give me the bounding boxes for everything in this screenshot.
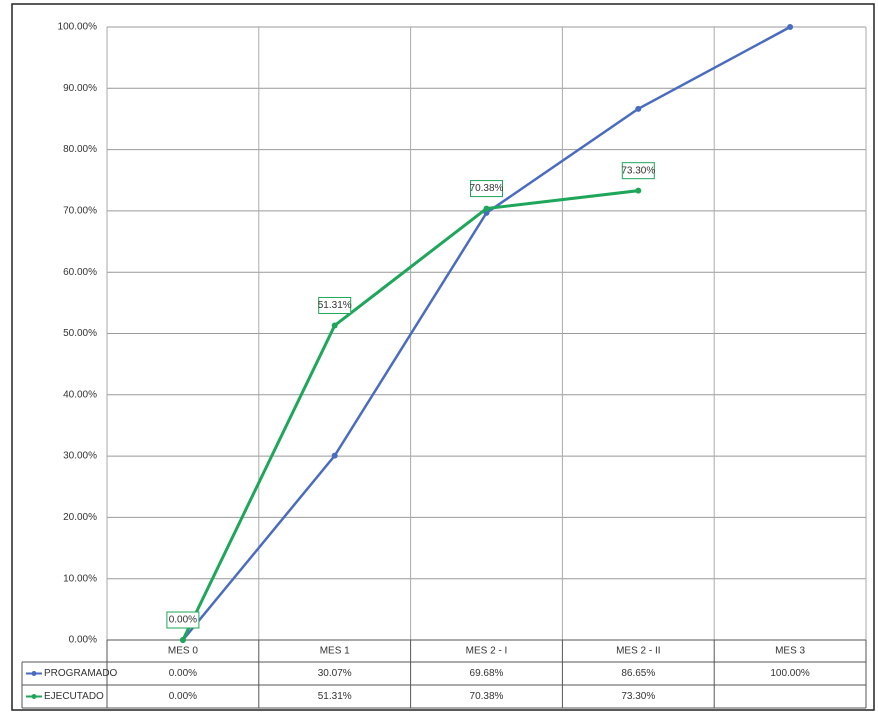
- y-tick-label: 10.00%: [63, 573, 97, 584]
- y-tick-label: 80.00%: [63, 144, 97, 155]
- y-tick-label: 50.00%: [63, 328, 97, 339]
- data-label: 70.38%: [470, 183, 504, 194]
- series-line: [181, 189, 639, 641]
- y-tick-label: 20.00%: [63, 512, 97, 523]
- table-value: 86.65%: [621, 668, 655, 679]
- point: [179, 637, 186, 643]
- data-label-box: [166, 611, 200, 629]
- point: [787, 24, 794, 30]
- legend-marker: [31, 671, 37, 676]
- y-tick-label: 60.00%: [63, 267, 97, 278]
- point: [331, 322, 338, 329]
- legend-marker: [31, 694, 37, 699]
- y-tick-label: 90.00%: [63, 83, 97, 94]
- chart-frame: [11, 3, 875, 711]
- point: [635, 187, 642, 194]
- data-label-box: [621, 162, 655, 180]
- table-value: 70.38%: [470, 691, 504, 702]
- x-tick-label: MES 2 - II: [616, 646, 660, 657]
- data-label-box: [318, 296, 352, 314]
- y-tick-label: 0.00%: [69, 635, 97, 646]
- data-label: 51.31%: [318, 300, 352, 311]
- x-tick-label: MES 3: [775, 646, 805, 657]
- y-tick-label: 40.00%: [63, 389, 97, 400]
- table-value: 51.31%: [318, 691, 352, 702]
- x-tick-label: MES 2 - I: [466, 646, 508, 657]
- table-value: 100.00%: [770, 668, 810, 679]
- legend-label: PROGRAMADO: [44, 668, 118, 679]
- point: [635, 105, 642, 112]
- data-label-box: [470, 180, 503, 198]
- table-value: 73.30%: [621, 691, 655, 702]
- x-tick-label: MES 1: [320, 646, 350, 657]
- point: [483, 205, 490, 212]
- legend-label: EJECUTADO: [44, 691, 104, 702]
- point: [331, 452, 338, 459]
- x-tick-label: MES 0: [168, 646, 198, 657]
- data-label: 0.00%: [169, 615, 197, 626]
- table-value: 69.68%: [470, 668, 504, 679]
- table-value: 30.07%: [318, 668, 352, 679]
- table-value: 0.00%: [169, 668, 197, 679]
- y-tick-label: 100.00%: [58, 22, 98, 33]
- table-value: 0.00%: [169, 691, 197, 702]
- y-tick-label: 70.00%: [63, 206, 97, 217]
- data-label: 73.30%: [621, 165, 655, 176]
- y-tick-label: 30.00%: [63, 451, 97, 462]
